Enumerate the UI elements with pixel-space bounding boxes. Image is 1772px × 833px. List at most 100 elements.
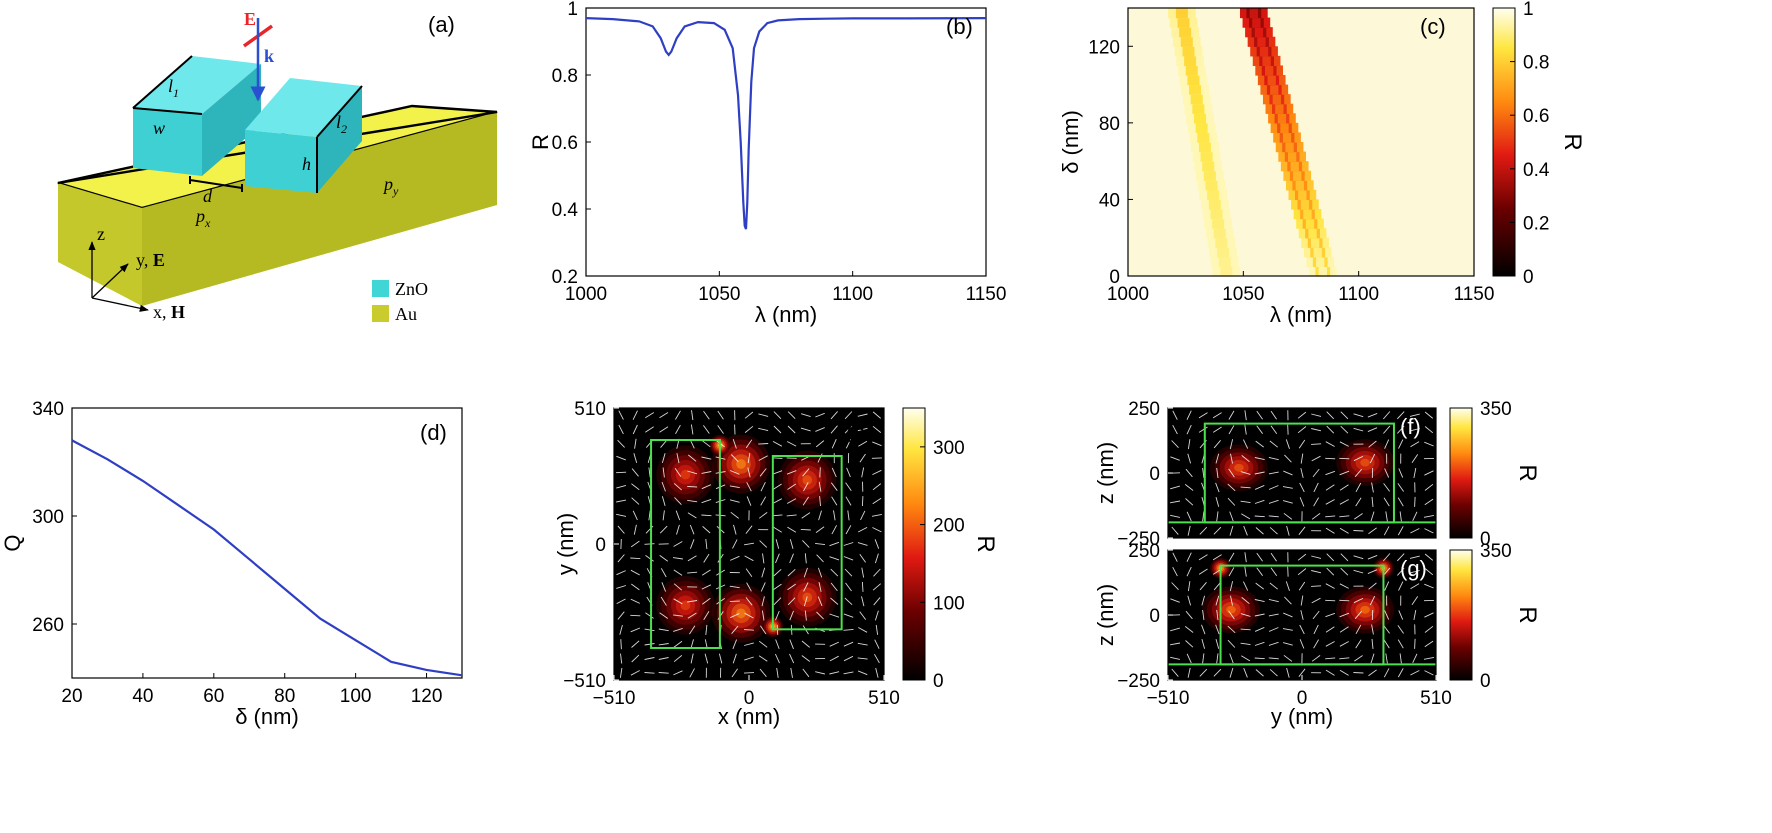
heatmap-cell	[1184, 55, 1197, 67]
field-arrow	[1397, 526, 1404, 536]
field-arrow	[1268, 641, 1279, 646]
x-tick-label: 60	[203, 686, 224, 707]
field-arrow	[801, 512, 811, 519]
field-arrow	[1368, 582, 1377, 590]
field-intensity	[680, 600, 691, 611]
field-arrow	[660, 596, 667, 606]
field-arrow	[1300, 453, 1304, 464]
field-arrow	[1240, 613, 1251, 617]
field-intensity	[1360, 458, 1370, 467]
field-arrow	[1255, 440, 1264, 448]
field-arrow	[1215, 482, 1220, 493]
field-arrow	[775, 539, 780, 549]
field-arrow	[1397, 668, 1404, 678]
field-arrow	[1240, 471, 1251, 475]
field-arrow	[857, 542, 868, 546]
field-arrow	[844, 411, 853, 420]
field-arrow	[1283, 470, 1293, 476]
field-arrow	[1268, 499, 1279, 504]
field-arrow	[830, 597, 839, 605]
field-arrow	[831, 496, 838, 506]
field-arrow	[631, 640, 640, 648]
field-arrow	[1228, 425, 1235, 435]
field-arrow	[703, 611, 710, 621]
heatmap-cell	[1195, 122, 1208, 134]
field-arrow	[1297, 553, 1307, 561]
field-arrow	[1270, 410, 1277, 420]
field-arrow	[1353, 413, 1364, 418]
field-arrow	[1339, 470, 1350, 476]
field-arrow	[743, 629, 755, 631]
field-arrow	[1244, 410, 1247, 421]
x-tick-label: 40	[132, 686, 153, 707]
field-arrow	[1185, 610, 1193, 620]
field-arrow	[1312, 610, 1320, 620]
colorbar-tick-label: 0	[1480, 671, 1491, 692]
l1-label: l1	[168, 76, 179, 100]
field-arrow	[1215, 595, 1220, 606]
y-tick-label: −250	[1117, 671, 1160, 692]
field-arrow	[701, 569, 711, 576]
y-axis-title: δ (nm)	[1058, 110, 1083, 174]
field-arrow	[644, 672, 655, 674]
y-tick-label: 0.4	[552, 200, 579, 221]
x-axis-label: x, H	[153, 302, 185, 322]
field-arrow	[1424, 568, 1434, 576]
x-tick-label: 120	[411, 686, 443, 707]
field-arrow	[1242, 439, 1249, 449]
field-arrow	[1399, 653, 1402, 664]
field-arrow	[746, 482, 752, 492]
heatmap-cell	[1257, 36, 1266, 47]
field-arrow	[1424, 640, 1434, 648]
field-arrow	[1244, 552, 1247, 563]
field-arrow	[676, 453, 680, 464]
field-arrow	[758, 413, 769, 417]
field-arrow	[1397, 425, 1405, 434]
field-arrow	[1424, 470, 1434, 476]
field-arrow	[690, 424, 694, 435]
field-arrow	[857, 427, 868, 432]
field-arrow	[631, 583, 640, 591]
field-arrow	[1383, 639, 1390, 649]
field-arrow	[1228, 468, 1235, 478]
field-arrow	[1325, 527, 1335, 534]
field-arrow	[787, 583, 796, 591]
plot-frame	[1127, 7, 1475, 277]
field-arrow	[1409, 428, 1420, 432]
field-arrow	[1170, 456, 1180, 461]
field-arrow	[687, 512, 697, 519]
x-tick-label: 510	[1420, 688, 1452, 709]
field-arrow	[1202, 467, 1205, 479]
y-tick-label: 40	[1099, 190, 1120, 211]
field-arrow	[1213, 440, 1221, 449]
colorbar-tick-label: 350	[1480, 399, 1512, 420]
x-axis-title: λ (nm)	[755, 302, 817, 327]
field-arrow	[759, 540, 768, 548]
x-tick-label: 1050	[698, 284, 740, 305]
field-arrow	[800, 528, 811, 531]
field-arrow	[1284, 454, 1292, 463]
field-arrow	[661, 481, 666, 492]
heatmap-cell	[1179, 27, 1192, 38]
field-arrow	[789, 553, 794, 564]
field-arrow	[1216, 653, 1219, 664]
field-arrow	[618, 410, 624, 420]
field-arrow	[1269, 440, 1278, 448]
field-arrow	[1282, 628, 1293, 631]
field-arrow	[830, 482, 838, 491]
field-arrow	[675, 424, 681, 435]
field-arrow	[1424, 498, 1434, 506]
field-arrow	[857, 657, 868, 660]
field-arrow	[815, 427, 825, 432]
field-arrow	[1311, 443, 1322, 445]
field-arrow	[744, 555, 754, 562]
w-label: w	[153, 118, 165, 138]
x-tick-label: 1050	[1222, 284, 1264, 305]
field-arrow	[703, 425, 710, 434]
field-arrow	[659, 412, 669, 419]
field-arrow	[701, 514, 712, 517]
field-arrow	[773, 411, 782, 420]
heatmap-cell	[1187, 75, 1200, 86]
field-arrow	[802, 540, 810, 548]
field-arrow	[730, 470, 740, 475]
